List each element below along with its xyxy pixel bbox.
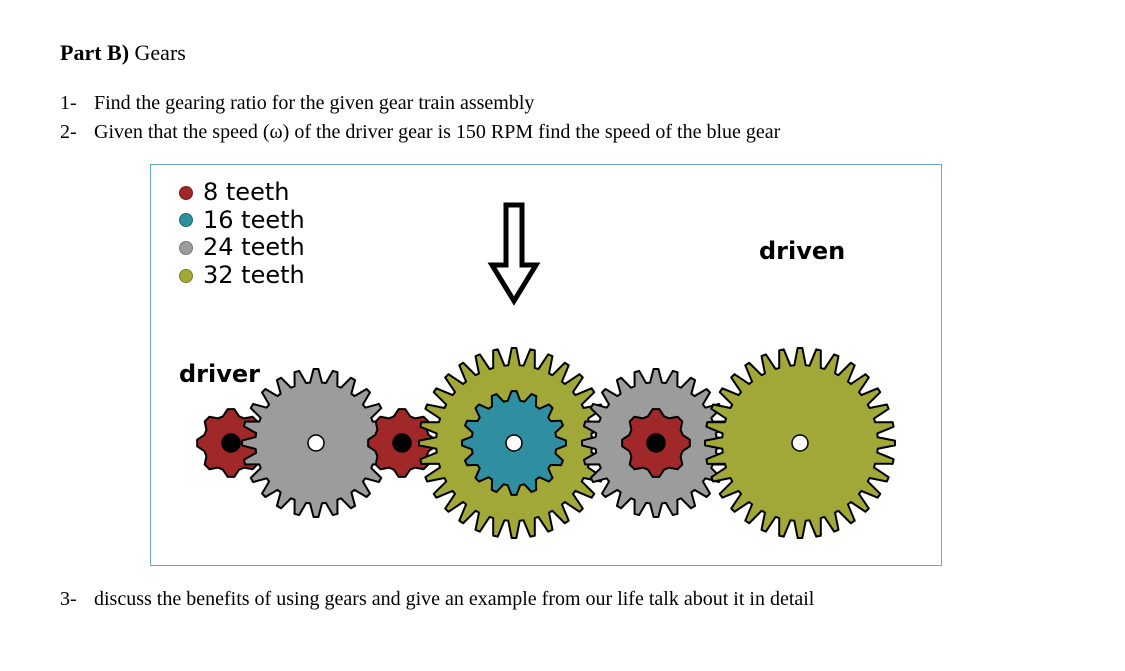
gear-figure: 8 teeth 16 teeth 24 teeth 32 teeth drive… <box>150 164 942 566</box>
section-heading: Part B) Gears <box>60 40 1065 66</box>
question-2: 2- Given that the speed (ω) of the drive… <box>60 119 1065 146</box>
gear-hub-teal-center <box>506 435 522 451</box>
heading-rest: Gears <box>129 40 186 65</box>
gear-hub-gray-1 <box>308 435 324 451</box>
question-text: discuss the benefits of using gears and … <box>94 586 814 613</box>
question-text: Find the gearing ratio for the given gea… <box>94 90 534 117</box>
question-list: 1- Find the gearing ratio for the given … <box>60 90 1065 146</box>
gear-hub-driver-red <box>222 434 240 452</box>
heading-bold: Part B) <box>60 40 129 65</box>
question-list-2: 3- discuss the benefits of using gears a… <box>60 586 1065 613</box>
question-text: Given that the speed (ω) of the driver g… <box>94 119 780 146</box>
arrow-down-icon <box>492 205 536 301</box>
gear-hub-driven-olive <box>792 435 808 451</box>
gear-svg <box>151 165 941 565</box>
gear-hub-red-2 <box>393 434 411 452</box>
question-number: 3- <box>60 586 94 613</box>
gear-hub-red-3 <box>647 434 665 452</box>
question-3: 3- discuss the benefits of using gears a… <box>60 586 1065 613</box>
question-number: 1- <box>60 90 94 117</box>
question-number: 2- <box>60 119 94 146</box>
question-1: 1- Find the gearing ratio for the given … <box>60 90 1065 117</box>
